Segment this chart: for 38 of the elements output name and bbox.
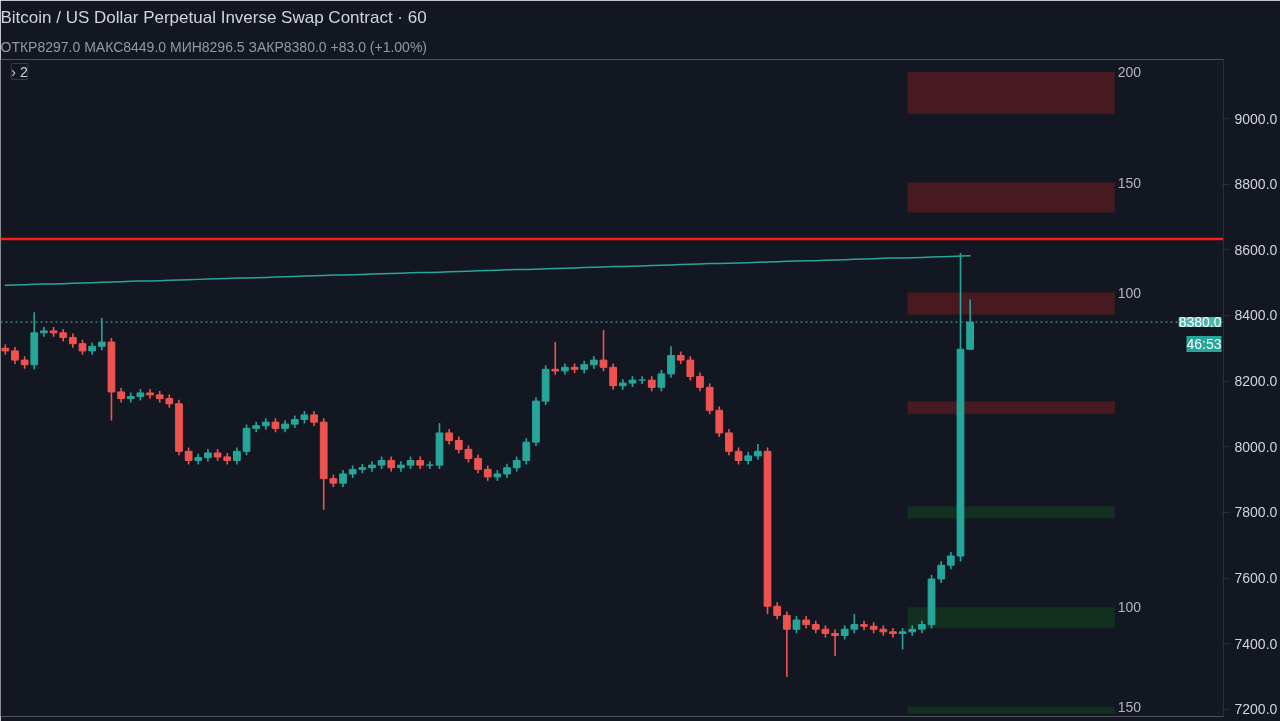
candlestick <box>667 345 675 379</box>
candlestick <box>696 371 704 393</box>
band-label: 150 <box>1117 174 1142 191</box>
annotation: › 2 <box>11 63 28 80</box>
candlestick <box>97 317 106 352</box>
y-tick-label: 8800.0 <box>1234 176 1278 193</box>
candlestick <box>551 341 560 376</box>
candlestick <box>715 405 724 438</box>
candlestick <box>782 610 791 678</box>
candlestick <box>474 453 482 475</box>
band-label: 200 <box>1117 63 1142 80</box>
candlestick <box>609 362 618 391</box>
candlestick <box>831 628 839 657</box>
chart-title: Bitcoin / US Dollar Perpetual Inverse Swap Contract · 60 <box>0 7 427 27</box>
y-tick-label: 7800.0 <box>1234 504 1278 521</box>
y-tick-label: 9000.0 <box>1234 110 1278 127</box>
candlestick <box>850 613 859 634</box>
y-tick-label: 8400.0 <box>1234 307 1278 324</box>
y-tick-label: 8000.0 <box>1234 438 1278 455</box>
band-label: 100 <box>1117 599 1142 616</box>
candlestick <box>725 428 733 457</box>
candlestick <box>898 627 907 651</box>
band-label: 100 <box>1117 284 1142 301</box>
candlestick <box>937 560 946 584</box>
y-tick-label: 7600.0 <box>1234 570 1278 587</box>
candlestick <box>599 329 608 373</box>
y-tick-label: 7400.0 <box>1234 635 1278 652</box>
ref-line-label: 8380.0 <box>1178 314 1222 331</box>
candlestick <box>705 382 714 416</box>
text: 46:53 <box>1186 336 1222 353</box>
candlestick <box>657 369 666 393</box>
y-tick-label: 7200.0 <box>1234 701 1278 718</box>
y-tick-label: 8600.0 <box>1234 241 1278 258</box>
candlestick <box>425 460 434 470</box>
y-tick-label: 8200.0 <box>1234 373 1278 390</box>
candlestick <box>686 355 695 382</box>
chart-subtitle: ОТКР8297.0 МАКС8449.0 МИН8296.5 ЗАКР8380.0 +83.0 (+1.00%) <box>0 38 428 55</box>
band-label: 150 <box>1117 698 1142 715</box>
